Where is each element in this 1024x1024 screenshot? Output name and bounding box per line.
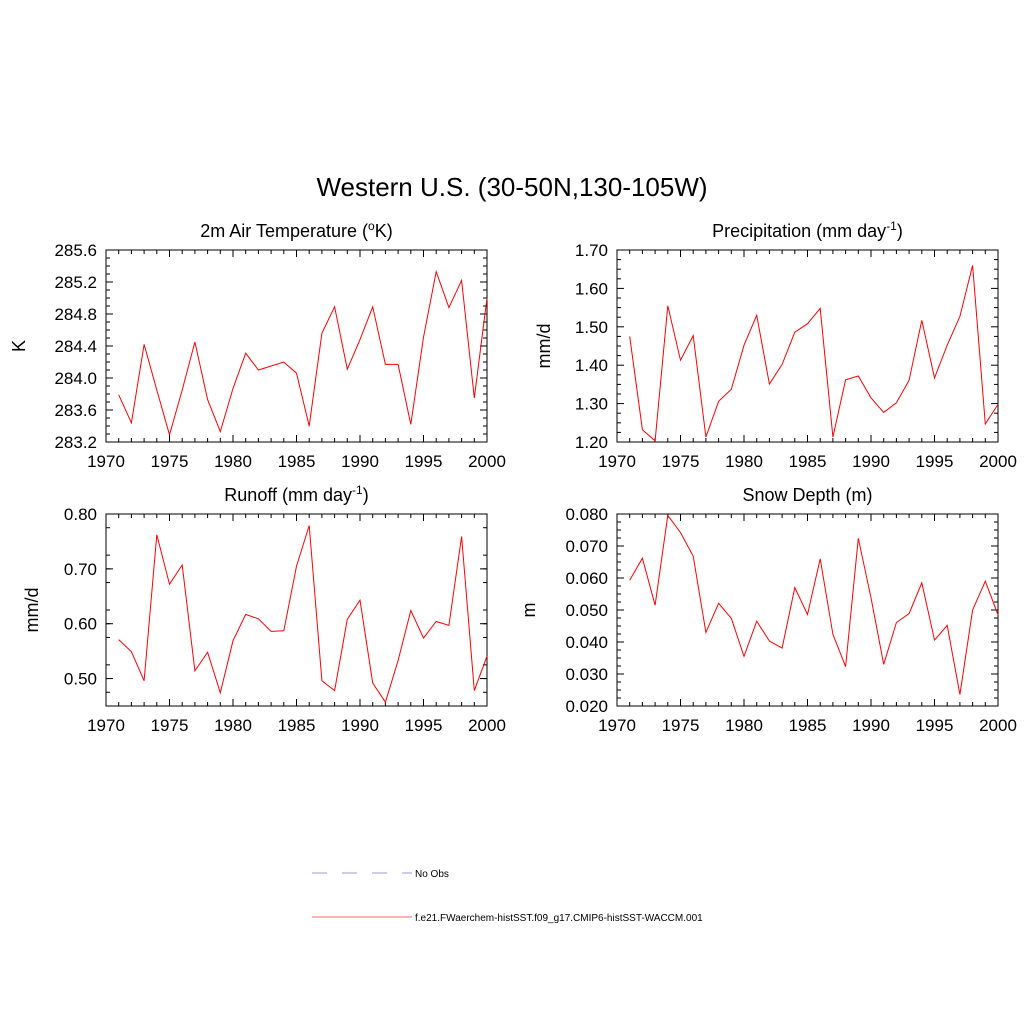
series-line-1: [118, 269, 488, 437]
y-tick-label: 1.30: [575, 395, 608, 414]
y-tick-label: 0.050: [565, 601, 608, 620]
y-tick-label: 1.50: [575, 318, 608, 337]
panel-title: Precipitation (mm day-1): [712, 219, 903, 241]
panel-title: Snow Depth (m): [742, 485, 872, 505]
x-tick-label: 1980: [214, 716, 252, 735]
x-tick-label: 1980: [725, 716, 763, 735]
x-tick-label: 1980: [725, 452, 763, 471]
plot-frame: [616, 513, 999, 707]
x-tick-label: 1975: [662, 716, 700, 735]
x-tick-label: 1970: [598, 452, 636, 471]
x-tick-label: 1990: [852, 716, 890, 735]
plot-frame: [616, 249, 999, 443]
x-tick-label: 1990: [341, 452, 379, 471]
series-line-1: [629, 265, 999, 442]
x-tick-label: 1970: [598, 716, 636, 735]
y-tick-label: 0.70: [64, 560, 97, 579]
x-tick-label: 1985: [789, 452, 827, 471]
y-tick-label: 283.6: [54, 401, 97, 420]
panel-3: Runoff (mm day-1) mm/d 1970 1975 1980 1985 199…: [22, 483, 506, 735]
x-tick-label: 1985: [278, 452, 316, 471]
x-tick-label: 1990: [341, 716, 379, 735]
legend-label-2: f.e21.FWaerchem-histSST.f09_g17.CMIP6-hi…: [415, 913, 703, 924]
y-tick-label: 1.40: [575, 356, 608, 375]
y-tick-label: 1.20: [575, 433, 608, 452]
legend: No Obs f.e21.FWaerchem-histSST.f09_g17.CM…: [312, 869, 703, 924]
y-tick-label: 284.0: [54, 369, 97, 388]
panel-title-text-end: ): [363, 485, 369, 505]
panel-title-text: 2m Air Temperature (: [200, 221, 368, 241]
panel-title-superscript: -1: [886, 219, 897, 233]
y-tick-label: 284.8: [54, 305, 97, 324]
figure-title: Western U.S. (30-50N,130-105W): [316, 172, 707, 202]
x-tick-label: 1975: [151, 716, 189, 735]
y-tick-label: 284.4: [54, 337, 97, 356]
x-tick-label: 1985: [789, 716, 827, 735]
x-tick-label: 1995: [405, 716, 443, 735]
y-tick-label: 0.080: [565, 505, 608, 524]
x-tick-label: 1975: [151, 452, 189, 471]
y-tick-label: 0.060: [565, 569, 608, 588]
y-tick-label: 0.040: [565, 633, 608, 652]
x-tick-label: 1995: [916, 452, 954, 471]
y-tick-label: 0.070: [565, 537, 608, 556]
series-line-1: [118, 525, 488, 704]
series-line-1: [629, 514, 999, 695]
x-tick-label: 2000: [468, 452, 506, 471]
x-tick-label: 1970: [87, 452, 125, 471]
panel-title-text: Snow Depth (m): [742, 485, 872, 505]
panel-title: Runoff (mm day-1): [224, 483, 368, 505]
y-tick-label: 0.030: [565, 665, 608, 684]
legend-label-1: No Obs: [415, 869, 449, 880]
plot-frame: [105, 513, 488, 707]
panel-2: Precipitation (mm day-1) mm/d 1970 1975 1980…: [534, 219, 1017, 471]
x-tick-label: 2000: [979, 716, 1017, 735]
x-tick-label: 1980: [214, 452, 252, 471]
panel-title-text: Precipitation (mm day: [712, 221, 886, 241]
x-tick-label: 1995: [405, 452, 443, 471]
panel-title-text: Runoff (mm day: [224, 485, 352, 505]
y-tick-label: 1.70: [575, 241, 608, 260]
y-tick-label: 285.2: [54, 273, 97, 292]
y-axis-label: K: [9, 340, 29, 352]
y-tick-label: 0.50: [64, 670, 97, 689]
y-axis-label: mm/d: [534, 324, 554, 369]
y-tick-label: 1.60: [575, 279, 608, 298]
y-tick-label: 0.80: [64, 505, 97, 524]
panel-title: 2m Air Temperature (oK): [200, 219, 392, 241]
x-tick-label: 1995: [916, 716, 954, 735]
y-tick-label: 285.6: [54, 241, 97, 260]
x-tick-label: 1970: [87, 716, 125, 735]
panel-title-text-end: K): [375, 221, 393, 241]
x-tick-label: 1975: [662, 452, 700, 471]
panels: 2m Air Temperature (oK) K 1970 1975 1980 1985…: [9, 219, 1017, 735]
panel-1: 2m Air Temperature (oK) K 1970 1975 1980 1985…: [9, 219, 506, 471]
y-tick-label: 0.60: [64, 615, 97, 634]
panel-4: Snow Depth (m) m 1970 1975 1980 1985 1990 1995 2…: [519, 485, 1017, 735]
panel-title-superscript: -1: [352, 483, 363, 497]
y-axis-label: mm/d: [22, 588, 42, 633]
x-tick-label: 1985: [278, 716, 316, 735]
y-tick-label: 283.2: [54, 433, 97, 452]
x-tick-label: 2000: [979, 452, 1017, 471]
panel-title-text-end: ): [897, 221, 903, 241]
y-tick-label: 0.020: [565, 697, 608, 716]
y-axis-label: m: [519, 603, 539, 618]
panel-title-superscript: o: [368, 219, 375, 233]
x-tick-label: 1990: [852, 452, 890, 471]
x-tick-label: 2000: [468, 716, 506, 735]
